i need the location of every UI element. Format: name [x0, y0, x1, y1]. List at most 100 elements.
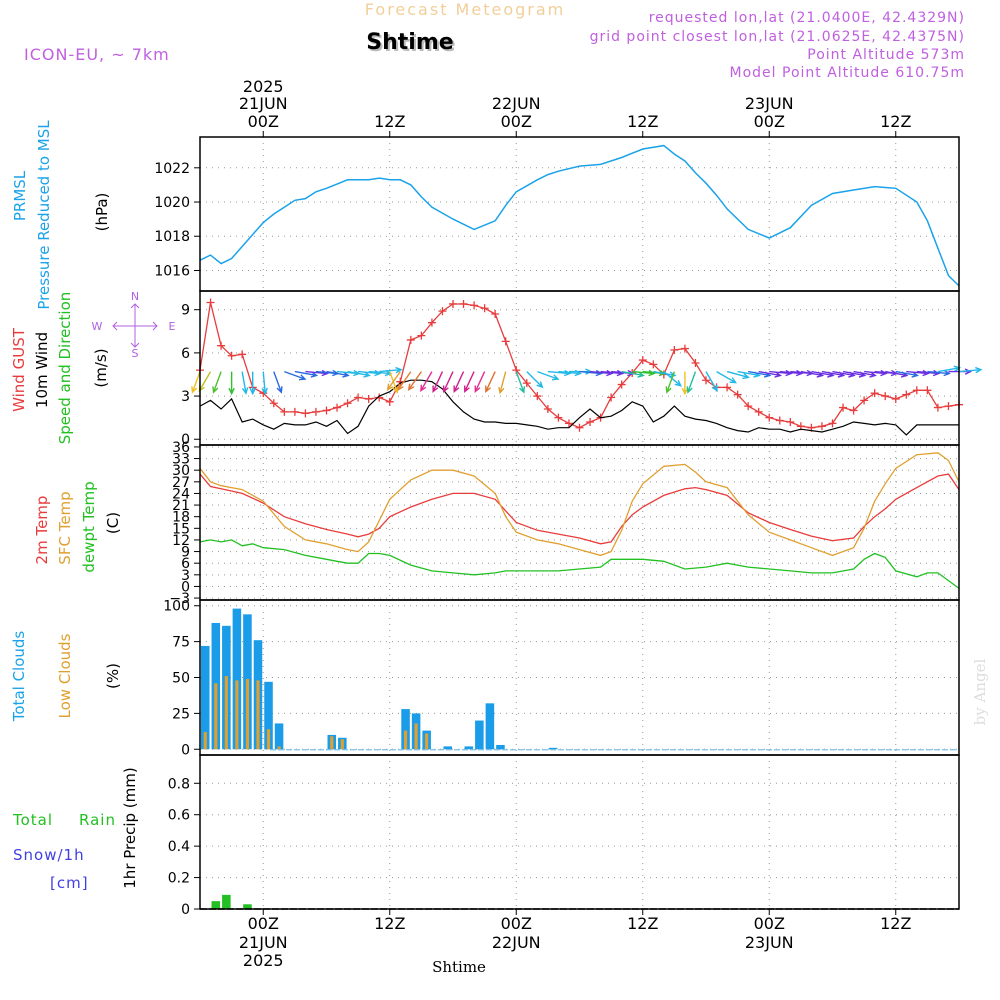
- label-wind-gust: Wind GUST: [10, 327, 28, 412]
- wind-gust-marker: [786, 417, 795, 426]
- y-tick-label: 9: [181, 545, 190, 561]
- label-low-clouds: Low Clouds: [56, 633, 74, 718]
- compass-east: E: [169, 320, 176, 333]
- y-tick-label: 0: [181, 742, 190, 758]
- wind-direction-arrow: [726, 370, 750, 380]
- watermark: by Angel: [971, 658, 989, 725]
- wind-direction-arrow: [537, 370, 560, 381]
- wind-gust-marker: [227, 351, 236, 360]
- wind-gust-marker: [723, 383, 732, 392]
- compass-north: N: [131, 290, 139, 303]
- wind-direction-arrow: [358, 369, 382, 377]
- wind-direction-arrow: [453, 371, 465, 393]
- total-cloud-bar: [485, 703, 495, 750]
- wind-direction-arrow: [937, 365, 962, 373]
- total-cloud-bar: [464, 746, 474, 750]
- wind-gust-marker: [406, 335, 415, 344]
- precip-frame: [199, 754, 960, 910]
- wind-gust-marker: [280, 407, 289, 416]
- wind-panel-labels: Wind GUST 10m Wind Speed and Direction (…: [10, 292, 110, 445]
- pressure-frame: [199, 136, 960, 292]
- low-cloud-bar: [414, 723, 418, 750]
- wind-direction-arrow: [906, 369, 930, 377]
- wind-direction-arrow: [958, 366, 983, 374]
- info-line-model-altitude: Model Point Altitude 610.75m: [730, 65, 965, 81]
- wind-direction-arrow: [769, 369, 793, 377]
- model-label: ICON-EU, ~ 7km: [24, 45, 170, 64]
- wind-direction-arrow: [284, 370, 307, 381]
- y-tick-label: 0.6: [168, 808, 190, 824]
- wind-gust-marker: [891, 394, 900, 403]
- y-tick-label: 3: [181, 389, 190, 405]
- top-day-label: 23JUN: [745, 94, 794, 113]
- wind-gust-marker: [828, 419, 837, 428]
- low-cloud-bar: [403, 730, 408, 750]
- label-2m-temp: 2m Temp: [33, 496, 51, 565]
- wind-gust-marker: [470, 301, 479, 310]
- rain-bar: [222, 894, 231, 909]
- wind-gust-marker: [206, 298, 215, 307]
- y-tick-label: 0: [181, 579, 190, 595]
- wind-direction-arrow: [853, 370, 877, 378]
- wind-direction-arrow: [589, 369, 614, 377]
- wind-direction-arrow: [526, 371, 544, 389]
- low-cloud-bar: [425, 733, 429, 750]
- wind-gust-marker: [586, 417, 595, 426]
- total-cloud-bar: [496, 744, 505, 750]
- wind-direction-arrow: [326, 370, 350, 378]
- precip-panel: 0 0.2 0.4 0.6 0.8: [168, 776, 959, 918]
- wind-gust-marker: [543, 405, 552, 414]
- wind-direction-arrow: [464, 371, 475, 393]
- wind-direction-arrow: [485, 371, 496, 393]
- wind-direction-arrow: [758, 370, 782, 378]
- top-time-label: 00Z: [754, 112, 785, 131]
- wind-gust-marker: [839, 403, 848, 412]
- wind-gust-marker: [427, 318, 436, 327]
- label-total: Total: [12, 811, 53, 829]
- low-cloud-bar: [245, 678, 250, 750]
- plot-area: 10161018102010220369−3036912151821242730…: [154, 77, 983, 970]
- total-cloud-bar: [232, 608, 242, 750]
- wind-gust-marker: [744, 402, 753, 411]
- info-line-requested: requested lon,lat (21.0400E, 42.4329N): [649, 10, 965, 26]
- wind-gust-marker: [754, 407, 763, 416]
- wind-direction-arrow: [198, 371, 212, 393]
- wind-gust-marker: [933, 403, 942, 412]
- wind-direction-arrow: [397, 371, 412, 391]
- bottom-day-label: 21JUN: [239, 933, 288, 952]
- y-tick-label: 1020: [154, 195, 190, 211]
- wind-gust-marker: [375, 393, 384, 402]
- bottom-time-label: 12Z: [627, 914, 658, 933]
- bottom-year-label: 2025: [243, 951, 284, 970]
- top-time-label: 00Z: [248, 112, 279, 131]
- wind-direction-arrow: [600, 369, 625, 377]
- y-tick-label: −3: [169, 591, 190, 607]
- label-snow: Snow/1h: [13, 846, 85, 864]
- wind-gust-marker: [364, 394, 373, 403]
- 2m-temp-line: [199, 473, 960, 545]
- wind-direction-arrow: [686, 371, 697, 394]
- wind-gust-marker: [881, 392, 890, 401]
- label-10m-wind: 10m Wind: [33, 332, 51, 408]
- footer-location: Shtime: [432, 958, 486, 976]
- bottom-time-label: 12Z: [880, 914, 911, 933]
- bottom-time-label: 00Z: [754, 914, 785, 933]
- wind-direction-arrow: [716, 370, 737, 384]
- rain-bar: [243, 904, 252, 909]
- top-day-label: 21JUN: [239, 94, 288, 113]
- dewpt-temp-line: [199, 539, 960, 589]
- wind-gust-line: [199, 302, 960, 429]
- total-cloud-bar: [443, 746, 452, 750]
- temp-panel-labels: 2m Temp SFC Temp dewpt Temp (C): [33, 481, 122, 572]
- wind-gust-marker: [564, 419, 573, 428]
- wind-gust-marker: [649, 360, 658, 369]
- label-hpa: (hPa): [93, 193, 111, 232]
- low-cloud-bar: [266, 729, 271, 750]
- wind-direction-arrow: [442, 371, 454, 393]
- location-title: Shtime: [366, 30, 453, 55]
- wind-direction-arrow: [432, 371, 444, 393]
- wind-direction-arrow: [579, 369, 604, 377]
- total-cloud-bar: [401, 709, 410, 750]
